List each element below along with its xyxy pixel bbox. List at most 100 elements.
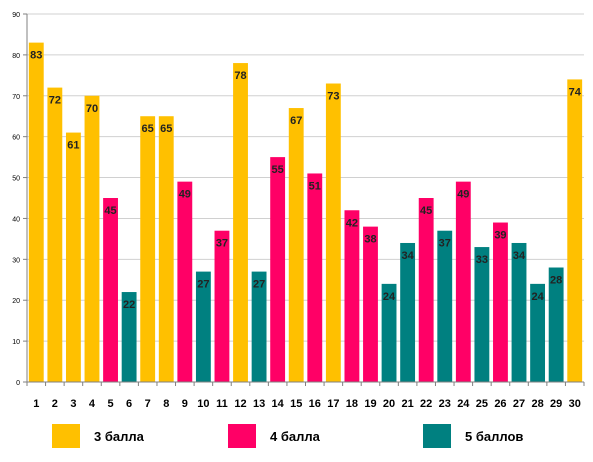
bar xyxy=(103,198,118,382)
x-tick-label: 16 xyxy=(309,398,321,410)
x-tick-label: 6 xyxy=(126,398,132,410)
x-tick-label: 22 xyxy=(420,398,432,410)
x-tick-label: 5 xyxy=(107,398,113,410)
y-tick-label: 70 xyxy=(12,94,20,101)
data-label: 22 xyxy=(123,299,135,311)
y-tick-label: 50 xyxy=(12,176,20,183)
y-tick-label: 0 xyxy=(16,380,20,387)
x-tick-label: 15 xyxy=(290,398,302,410)
bar xyxy=(455,181,471,382)
bar xyxy=(530,283,546,382)
x-tick-label: 9 xyxy=(182,398,188,410)
data-label: 27 xyxy=(253,279,265,291)
x-tick-label: 21 xyxy=(401,398,413,410)
bar xyxy=(214,230,230,382)
legend-item-5-points: 5 баллов xyxy=(423,424,523,448)
data-label: 24 xyxy=(383,291,396,303)
x-tick-label: 28 xyxy=(531,398,543,410)
data-label: 51 xyxy=(309,180,321,192)
bar xyxy=(344,210,360,382)
x-tick-label: 4 xyxy=(89,398,96,410)
bar xyxy=(325,83,341,382)
bar xyxy=(84,95,100,383)
data-label: 72 xyxy=(49,95,61,107)
data-label: 28 xyxy=(550,275,562,287)
bar xyxy=(548,267,564,382)
bar xyxy=(567,79,583,382)
data-label: 74 xyxy=(569,86,582,98)
data-label: 38 xyxy=(364,234,376,246)
bar xyxy=(121,292,137,382)
bar xyxy=(493,222,508,382)
y-tick-label: 20 xyxy=(12,298,20,305)
data-label: 67 xyxy=(290,115,302,127)
bar xyxy=(400,242,416,382)
legend-label-3-points: 3 балла xyxy=(94,428,144,444)
data-label: 61 xyxy=(67,140,79,152)
x-tick-label: 25 xyxy=(476,398,488,410)
bar xyxy=(195,271,211,382)
bar xyxy=(65,132,81,382)
legend-swatch-3-points xyxy=(52,424,80,448)
data-label: 24 xyxy=(531,291,544,303)
legend-item-3-points: 3 балла xyxy=(52,424,144,448)
bar xyxy=(233,63,248,383)
x-tick-label: 24 xyxy=(457,398,470,410)
x-tick-label: 12 xyxy=(234,398,246,410)
legend-label-5-points: 5 баллов xyxy=(465,428,524,444)
x-tick-label: 26 xyxy=(494,398,506,410)
x-tick-label: 11 xyxy=(216,398,228,410)
bar xyxy=(270,157,286,382)
data-label: 83 xyxy=(30,50,42,62)
bar xyxy=(288,108,304,383)
y-tick-label: 30 xyxy=(12,257,20,264)
data-label: 37 xyxy=(439,238,451,250)
bar xyxy=(140,116,156,382)
x-tick-label: 2 xyxy=(52,398,58,410)
bar xyxy=(307,173,323,382)
x-tick-label: 8 xyxy=(163,398,169,410)
bar xyxy=(363,226,378,382)
bar xyxy=(418,198,434,382)
x-tick-label: 3 xyxy=(70,398,76,410)
y-tick-label: 40 xyxy=(12,216,20,223)
bar xyxy=(474,247,490,382)
y-tick-label: 90 xyxy=(12,12,20,19)
legend-item-4-points: 4 балла xyxy=(228,424,320,448)
y-tick-label: 80 xyxy=(12,53,20,60)
bar xyxy=(511,242,527,382)
bar xyxy=(28,42,44,382)
bar xyxy=(158,116,174,382)
data-label: 45 xyxy=(420,205,432,217)
bar xyxy=(177,181,193,382)
bar xyxy=(437,230,453,382)
y-tick-label: 60 xyxy=(12,135,20,142)
data-label: 70 xyxy=(86,103,98,115)
data-label: 49 xyxy=(457,189,469,201)
legend-swatch-5-points xyxy=(423,424,451,448)
data-label: 33 xyxy=(476,254,488,266)
data-label: 55 xyxy=(272,164,284,176)
x-tick-label: 20 xyxy=(383,398,395,410)
legend-label-4-points: 4 балла xyxy=(270,428,320,444)
bar xyxy=(47,87,63,382)
x-tick-label: 7 xyxy=(145,398,151,410)
data-label: 65 xyxy=(142,123,154,135)
data-label: 37 xyxy=(216,238,228,250)
data-label: 49 xyxy=(179,189,191,201)
x-tick-label: 14 xyxy=(272,398,285,410)
data-label: 73 xyxy=(327,91,339,103)
x-tick-label: 18 xyxy=(346,398,358,410)
data-label: 39 xyxy=(494,230,506,242)
legend-swatch-4-points xyxy=(228,424,256,448)
x-tick-label: 13 xyxy=(253,398,265,410)
data-label: 45 xyxy=(104,205,116,217)
data-label: 34 xyxy=(513,250,526,262)
data-label: 78 xyxy=(234,70,246,82)
data-label: 34 xyxy=(401,250,414,262)
bar xyxy=(381,283,397,382)
x-tick-label: 17 xyxy=(327,398,339,410)
data-label: 27 xyxy=(197,279,209,291)
x-tick-label: 30 xyxy=(569,398,581,410)
